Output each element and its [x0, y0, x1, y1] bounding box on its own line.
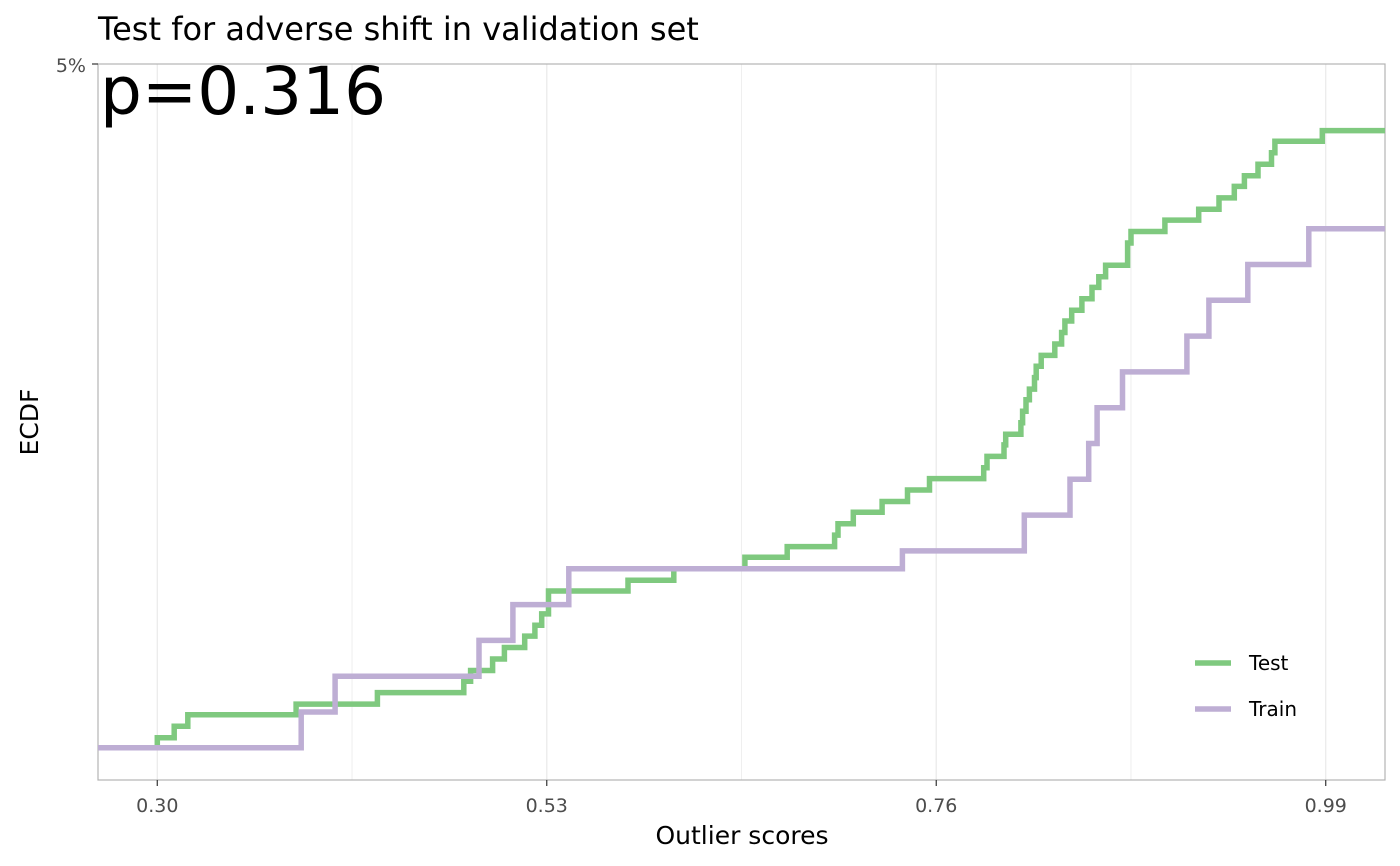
- series-layer: [98, 127, 1385, 751]
- x-axis-ticks: 0.30 0.53 0.76 0.99: [92, 63, 1347, 817]
- x-tick-label: 0.53: [526, 795, 568, 817]
- series-line-train: [98, 225, 1385, 751]
- x-tick-label: 0.99: [1305, 795, 1347, 817]
- legend: Test Train: [1195, 651, 1297, 721]
- x-tick-label: 0.30: [136, 795, 178, 817]
- series-line-test: [98, 127, 1385, 751]
- y-tick-label: 5%: [56, 55, 86, 77]
- panel-border: [97, 63, 1386, 781]
- legend-label-train: Train: [1248, 697, 1297, 721]
- x-tick-label: 0.76: [915, 795, 957, 817]
- legend-label-test: Test: [1248, 651, 1289, 675]
- chart-title: Test for adverse shift in validation set: [97, 10, 699, 48]
- p-value-annotation: p=0.316: [100, 53, 386, 130]
- grid: [156, 64, 1327, 780]
- y-axis-label: ECDF: [15, 389, 44, 456]
- x-axis-label: Outlier scores: [655, 821, 828, 850]
